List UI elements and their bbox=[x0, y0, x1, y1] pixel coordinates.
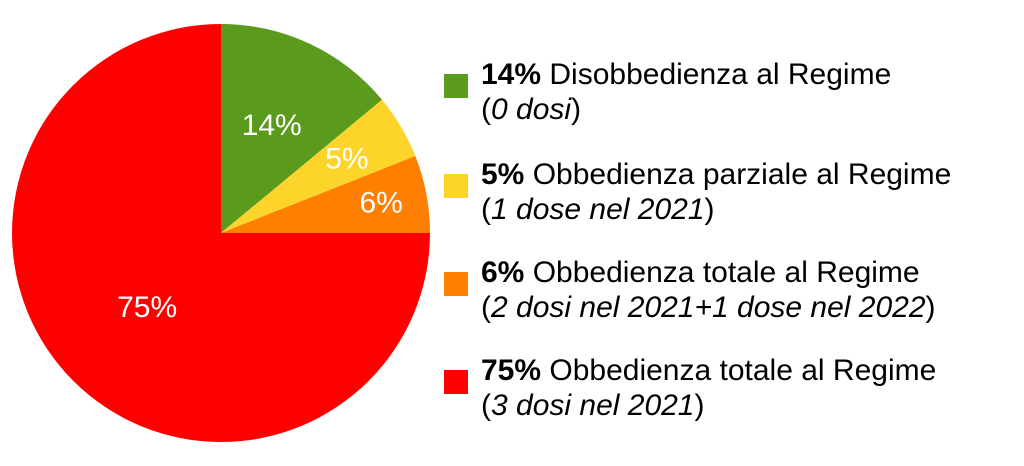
legend-line1-2: 5% Obbedienza parziale al Regime bbox=[481, 158, 951, 191]
pie-slice-2 bbox=[221, 99, 416, 234]
legend-line1-1: 14% Disobbedienza al Regime bbox=[481, 58, 891, 91]
slice-label-3: 6% bbox=[359, 186, 402, 219]
legend-percent: 75% bbox=[481, 354, 541, 387]
legend-line2-2: (1 dose nel 2021) bbox=[481, 193, 715, 226]
legend-detail: 1 dose nel 2021 bbox=[491, 193, 705, 226]
slice-labels: 14% 5% 6% 75% bbox=[117, 109, 403, 324]
legend-item-2: 5% Obbedienza parziale al Regime(1 dose … bbox=[444, 158, 951, 226]
legend-line1-3: 6% Obbedienza totale al Regime bbox=[481, 256, 920, 289]
legend-swatch-2 bbox=[444, 174, 468, 198]
legend-swatch-1 bbox=[444, 74, 468, 98]
legend-item-3: 6% Obbedienza totale al Regime(2 dosi ne… bbox=[444, 256, 936, 324]
legend-swatch-3 bbox=[444, 272, 468, 296]
legend-detail: 0 dosi bbox=[491, 93, 572, 126]
legend-detail: 2 dosi nel 2021+1 dose nel 2022 bbox=[490, 291, 926, 324]
legend-label: Obbedienza totale al Regime bbox=[524, 256, 919, 289]
legend-label: Obbedienza totale al Regime bbox=[541, 354, 936, 387]
legend: 14% Disobbedienza al Regime(0 dosi) 5% Ob… bbox=[444, 58, 951, 422]
slice-label-1: 14% bbox=[242, 109, 302, 142]
legend-line1-4: 75% Obbedienza totale al Regime bbox=[481, 354, 936, 387]
legend-percent: 14% bbox=[481, 58, 541, 91]
legend-swatch-4 bbox=[444, 370, 468, 394]
legend-percent: 5% bbox=[481, 158, 524, 191]
pie-slice-4 bbox=[12, 24, 430, 442]
pie-slice-3 bbox=[221, 156, 430, 233]
legend-detail: 3 dosi nel 2021 bbox=[491, 389, 695, 422]
slice-label-4: 75% bbox=[117, 291, 177, 324]
legend-percent: 6% bbox=[481, 256, 524, 289]
legend-item-1: 14% Disobbedienza al Regime(0 dosi) bbox=[444, 58, 891, 126]
pie-slices bbox=[12, 24, 430, 442]
legend-label: Obbedienza parziale al Regime bbox=[524, 158, 951, 191]
legend-line2-4: (3 dosi nel 2021) bbox=[481, 389, 705, 422]
legend-line2-1: (0 dosi) bbox=[481, 93, 581, 126]
pie-slice-1 bbox=[221, 24, 383, 233]
slice-label-2: 5% bbox=[325, 143, 368, 176]
legend-item-4: 75% Obbedienza totale al Regime(3 dosi n… bbox=[444, 354, 936, 422]
legend-label: Disobbedienza al Regime bbox=[541, 58, 891, 91]
legend-line2-3: (2 dosi nel 2021+1 dose nel 2022) bbox=[481, 291, 936, 324]
